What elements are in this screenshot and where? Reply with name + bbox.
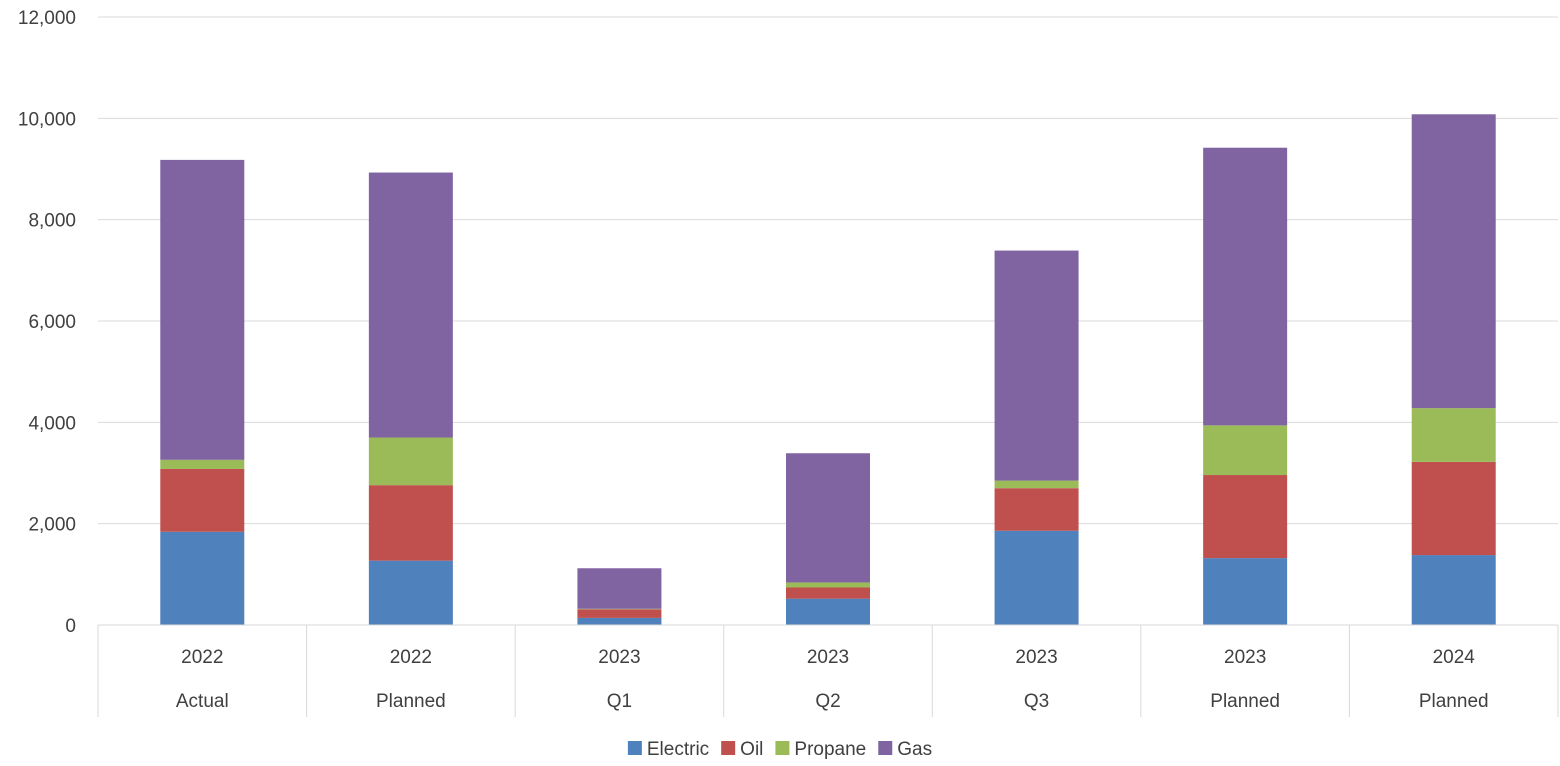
x-category-label-secondary: Planned [1419,691,1489,712]
y-tick-label: 4,000 [28,413,76,434]
bar-segment-electric [577,617,662,625]
bar-segment-propane [577,608,662,610]
bar-segment-oil [577,609,662,618]
y-tick-label: 12,000 [18,8,76,29]
legend-label: Electric [647,739,709,760]
x-category-label-secondary: Planned [376,691,446,712]
bar-segment-propane [368,437,453,486]
bar-segment-electric [160,531,245,625]
bar-segment-electric [368,560,453,625]
bar-segment-oil [160,468,245,532]
legend-swatch [775,741,790,755]
legend-item-oil: Oil [721,739,763,760]
bar-segment-oil [994,488,1079,531]
bar-segment-oil [1203,475,1288,559]
bar-segment-electric [1411,555,1496,625]
y-axis-tick-labels: 0 2,000 4,000 6,000 8,000 10,000 12,000 [18,8,76,637]
x-category-label-primary: 2023 [598,647,640,668]
x-category-label-primary: 2024 [1433,647,1476,668]
bar-segment-oil [368,485,453,561]
legend-item-electric: Electric [627,739,709,760]
bar-segment-oil [786,587,870,599]
bar-segment-electric [1203,558,1288,625]
legend-swatch [627,741,642,755]
bar-segment-gas [786,453,870,583]
legend-label: Propane [794,739,866,760]
bar-segment-electric [786,598,870,625]
bar-segment-propane [1203,425,1288,476]
x-category-label-secondary: Planned [1210,691,1280,712]
x-category-label-secondary: Actual [176,691,229,712]
bar-segment-gas [1411,114,1496,409]
legend-item-propane: Propane [775,739,866,760]
legend-label: Oil [740,739,763,760]
legend-label: Gas [897,739,932,760]
y-tick-label: 6,000 [28,312,76,333]
bar-segment-gas [994,250,1079,481]
y-tick-label: 8,000 [28,211,76,232]
bar-segment-propane [994,480,1079,489]
gridlines [98,16,1558,525]
x-category-label-secondary: Q1 [607,691,632,712]
bar-segment-gas [1203,147,1288,426]
bar-segment-gas [160,159,245,460]
legend-swatch [721,741,736,755]
x-axis [97,624,1559,717]
x-category-label-primary: 2022 [390,647,432,668]
x-category-label-secondary: Q2 [815,691,840,712]
x-axis-category-labels: 2022 Actual 2022 Planned 2023 Q1 2023 Q2 2023 Q3 2… [176,647,1489,712]
x-category-label-primary: 2022 [181,647,223,668]
x-category-label-primary: 2023 [1224,647,1266,668]
legend-swatch [878,741,893,755]
x-category-label-secondary: Q3 [1024,691,1049,712]
x-category-label-primary: 2023 [807,647,849,668]
bar-segment-gas [368,172,453,438]
y-tick-label: 10,000 [18,109,76,130]
bar-segment-gas [577,568,662,609]
bar-segment-propane [1411,408,1496,462]
bar-segment-oil [1411,461,1496,556]
legend-item-gas: Gas [878,739,932,760]
y-tick-label: 0 [65,616,76,637]
y-tick-label: 2,000 [28,515,76,536]
bars [160,114,1496,625]
bar-segment-propane [160,459,245,469]
bar-segment-propane [786,582,870,588]
bar-segment-electric [994,530,1079,625]
x-category-label-primary: 2023 [1015,647,1057,668]
legend: Electric Oil Propane Gas [627,739,932,760]
